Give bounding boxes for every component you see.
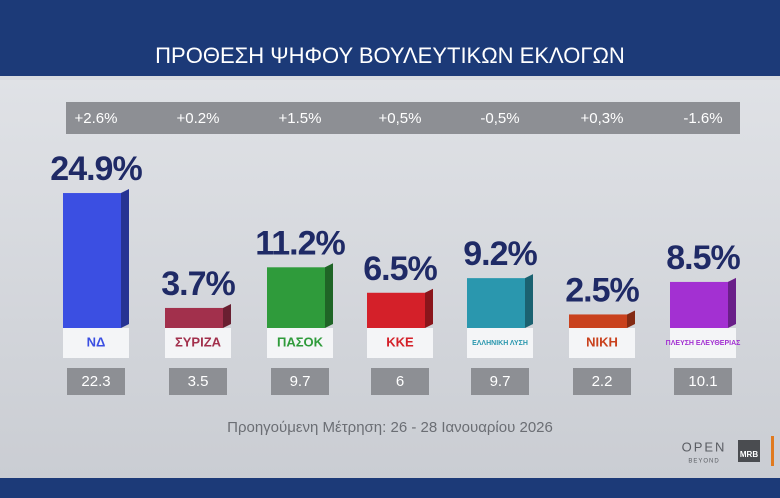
category-label: ΝΔ xyxy=(87,334,106,349)
logo-box xyxy=(63,328,129,358)
previous-label: 6 xyxy=(396,373,404,390)
bar-side xyxy=(223,303,231,328)
previous-label: 2.2 xyxy=(592,373,613,390)
logo-box xyxy=(569,328,635,358)
previous-label: 3.5 xyxy=(188,373,209,390)
category-label: ΣΥΡΙΖΑ xyxy=(175,334,222,349)
category-label: ΠΑΣΟΚ xyxy=(277,334,324,349)
logo-box xyxy=(670,328,736,358)
value-label: 8.5% xyxy=(666,239,740,277)
change-label: +0,3% xyxy=(581,110,624,127)
pollster: MRB xyxy=(740,450,758,459)
value-label: 6.5% xyxy=(363,250,437,288)
bar xyxy=(267,267,325,328)
logo-box xyxy=(267,328,333,358)
bar xyxy=(165,307,223,328)
value-label: 3.7% xyxy=(161,265,235,303)
logo-box xyxy=(367,328,433,358)
value-label: 11.2% xyxy=(255,224,345,262)
footnote: Προηγούμενη Μέτρηση: 26 - 28 Ιανουαρίου … xyxy=(227,419,553,436)
bar xyxy=(467,278,525,328)
change-label: +0,5% xyxy=(379,110,422,127)
category-label: ΕΛΛΗΝΙΚΗ ΛΥΣΗ xyxy=(472,340,528,347)
previous-box xyxy=(371,368,429,395)
value-label: 2.5% xyxy=(565,271,639,309)
previous-label: 22.3 xyxy=(81,373,110,390)
category-label: ΠΛΕΥΣΗ ΕΛΕΥΘΕΡΙΑΣ xyxy=(666,340,741,347)
logo-box xyxy=(467,328,533,358)
bar xyxy=(367,292,425,328)
bar-side xyxy=(425,288,433,328)
brand-sub: BEYOND xyxy=(688,459,719,465)
previous-box xyxy=(169,368,227,395)
value-label: 9.2% xyxy=(463,235,537,273)
bar-side xyxy=(121,189,129,328)
category-label: ΚΚΕ xyxy=(386,334,414,349)
previous-box xyxy=(67,368,125,395)
changes-strip xyxy=(66,102,740,134)
pollster-box xyxy=(738,440,760,462)
category-label: ΝΙΚΗ xyxy=(586,334,618,349)
previous-box xyxy=(271,368,329,395)
change-label: +1.5% xyxy=(279,110,322,127)
bar-side xyxy=(325,263,333,328)
bar xyxy=(63,193,121,328)
chart-title: ΠΡΟΘΕΣΗ ΨΗΦΟΥ ΒΟΥΛΕΥΤΙΚΩΝ ΕΚΛΟΓΩΝ xyxy=(155,43,625,68)
footer-band xyxy=(0,478,780,498)
brand: OPEN xyxy=(682,439,727,454)
header-band xyxy=(0,0,780,78)
accent xyxy=(771,436,774,466)
change-label: -0,5% xyxy=(480,110,519,127)
previous-label: 10.1 xyxy=(688,373,717,390)
bar xyxy=(670,281,728,328)
change-label: +0.2% xyxy=(177,110,220,127)
header-rule xyxy=(0,76,780,80)
logo-box xyxy=(165,328,231,358)
previous-box xyxy=(573,368,631,395)
bar xyxy=(569,314,627,328)
previous-box xyxy=(471,368,529,395)
change-label: -1.6% xyxy=(683,110,722,127)
previous-box xyxy=(674,368,732,395)
previous-label: 9.7 xyxy=(490,373,511,390)
bar-side xyxy=(525,274,533,328)
change-label: +2.6% xyxy=(75,110,118,127)
previous-label: 9.7 xyxy=(290,373,311,390)
bar-side xyxy=(627,310,635,328)
value-label: 24.9% xyxy=(50,150,142,188)
bar-side xyxy=(728,277,736,328)
